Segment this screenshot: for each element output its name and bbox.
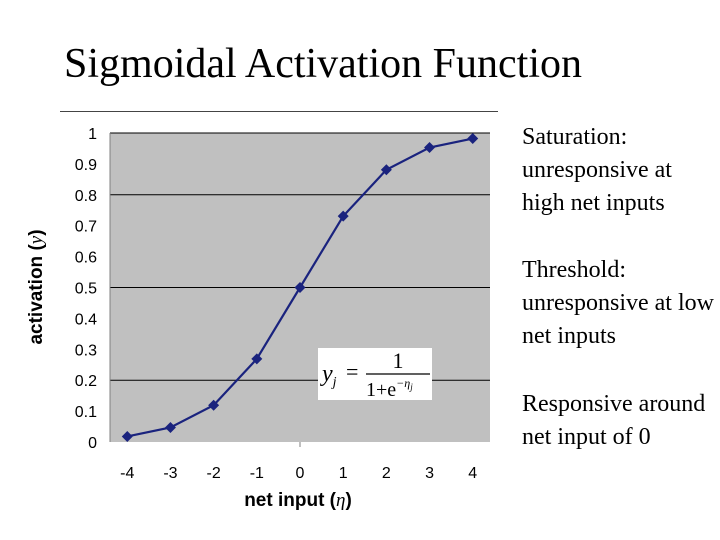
y-tick-label: 0.1 [75, 404, 97, 421]
x-tick-label: 0 [296, 465, 305, 482]
x-tick-label: -1 [250, 465, 264, 482]
note-saturation: Saturation: unresponsive at high net inp… [522, 124, 672, 216]
data-point [337, 210, 349, 222]
formula-lhs-var: y [320, 361, 333, 387]
x-tick-label: 1 [339, 465, 348, 482]
title-divider [60, 111, 498, 112]
data-point [251, 353, 263, 365]
note-responsive: Responsive around net input of 0 [522, 391, 706, 450]
y-tick-label: 0 [88, 435, 97, 452]
data-point [380, 164, 392, 176]
y-tick-label: 0.7 [75, 219, 97, 236]
svg-text:=: = [346, 359, 358, 384]
data-point [164, 421, 176, 433]
formula-denominator: 1+e [366, 379, 396, 401]
slide-title: Sigmoidal Activation Function [64, 41, 582, 87]
x-tick-label: 3 [425, 465, 434, 482]
data-point [467, 133, 479, 145]
series-sigmoid [121, 133, 479, 442]
x-tick-labels: -4 -3 -2 -1 0 1 2 3 4 [120, 465, 477, 482]
y-tick-label: 0.2 [75, 373, 97, 390]
data-point [424, 142, 436, 154]
x-axis-title: net input (η) [244, 490, 352, 511]
x-tick-label: 4 [468, 465, 477, 482]
y-tick-label: 0.3 [75, 342, 97, 359]
y-tick-labels: 0 0.1 0.2 0.3 0.4 0.5 0.6 0.7 0.8 0.9 1 [75, 126, 97, 452]
formula-exponent-sub: j [409, 382, 413, 392]
note-threshold: Threshold: unresponsive at low net input… [522, 257, 714, 349]
y-tick-label: 0.9 [75, 157, 97, 174]
svg-text:yj: yj [320, 361, 337, 390]
y-tick-label: 1 [88, 126, 97, 143]
y-tick-label: 0.4 [75, 311, 97, 328]
y-tick-label: 0.6 [75, 250, 97, 267]
data-point [294, 282, 306, 293]
formula-numerator: 1 [393, 348, 404, 373]
formula-lhs-sub: j [331, 375, 337, 390]
x-tick-label: -4 [120, 465, 134, 482]
axis-lines [109, 133, 301, 447]
y-axis-title: activation (y) [26, 229, 47, 344]
y-tick-label: 0.5 [75, 281, 97, 298]
data-point [208, 399, 220, 411]
svg-text:1+e−ηj: 1+e−ηj [366, 376, 413, 401]
formula-exponent: −η [396, 376, 410, 390]
data-point [121, 430, 133, 442]
x-tick-label: -2 [207, 465, 221, 482]
x-tick-label: 2 [382, 465, 391, 482]
y-tick-label: 0.8 [75, 188, 97, 205]
formula-box: yj = 1 1+e−ηj [318, 348, 432, 401]
x-tick-label: -3 [163, 465, 177, 482]
